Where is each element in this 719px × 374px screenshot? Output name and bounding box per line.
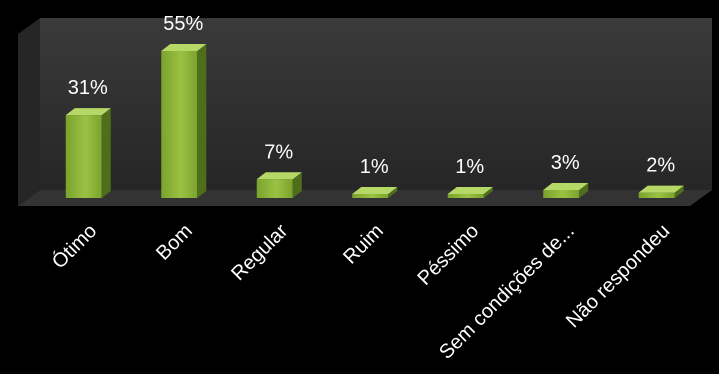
bar (161, 44, 207, 198)
bar-front (161, 51, 198, 198)
data-label: 55% (163, 13, 203, 35)
data-label: 31% (68, 77, 108, 99)
bar-front (352, 194, 389, 198)
x-tick-label: Regular (227, 220, 292, 285)
bar-top (161, 44, 207, 51)
x-tick-label: Ótimo (47, 219, 101, 273)
bar-top (352, 187, 398, 194)
data-label: 1% (360, 156, 389, 178)
data-label: 3% (551, 152, 580, 174)
bar-front (256, 179, 293, 198)
x-tick-label: Bom (152, 220, 197, 265)
x-tick-label: Ruim (339, 220, 388, 269)
bar-front (543, 189, 580, 198)
chart-back-wall (40, 18, 712, 190)
bar (352, 187, 398, 198)
bar-front (638, 192, 675, 198)
bar-top (447, 187, 493, 194)
bar-top (638, 185, 684, 193)
bar-side (483, 187, 493, 198)
bar-front (447, 194, 484, 198)
bar-top (65, 108, 111, 116)
bar-side (388, 187, 398, 198)
data-labels-group: 31% 55% 7% 1% 1% 3% 2% (68, 13, 676, 178)
bars-group (65, 44, 684, 198)
bar-side (292, 172, 302, 198)
bar-top (256, 172, 302, 180)
bar-side (197, 44, 207, 198)
x-tick-label: Não respondeu (562, 220, 674, 332)
bar (65, 108, 111, 198)
bar (543, 182, 589, 198)
bar-side (674, 185, 684, 198)
bar-front (65, 115, 102, 198)
bar (447, 187, 493, 198)
bar (638, 185, 684, 198)
bar (256, 172, 302, 198)
data-label: 7% (264, 141, 293, 163)
bar-top (543, 182, 589, 190)
bar-side (579, 182, 589, 198)
data-label: 1% (455, 156, 484, 178)
chart-side-wall (18, 18, 40, 206)
bar-side (101, 108, 111, 198)
x-tick-label: Péssimo (413, 220, 483, 290)
data-label: 2% (646, 155, 675, 177)
